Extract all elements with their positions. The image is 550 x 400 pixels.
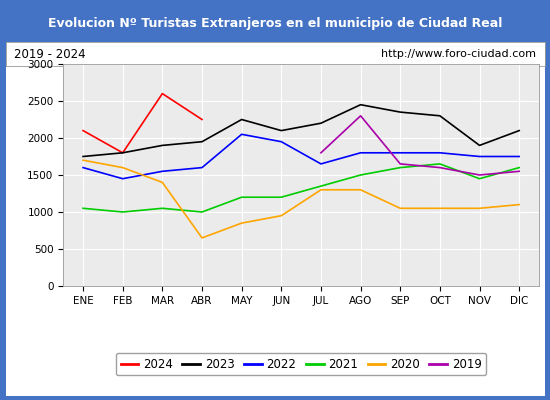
Text: 2019 - 2024: 2019 - 2024 xyxy=(14,48,85,60)
Text: Evolucion Nº Turistas Extranjeros en el municipio de Ciudad Real: Evolucion Nº Turistas Extranjeros en el … xyxy=(48,16,502,30)
Text: http://www.foro-ciudad.com: http://www.foro-ciudad.com xyxy=(381,49,536,59)
Legend: 2024, 2023, 2022, 2021, 2020, 2019: 2024, 2023, 2022, 2021, 2020, 2019 xyxy=(116,353,486,375)
